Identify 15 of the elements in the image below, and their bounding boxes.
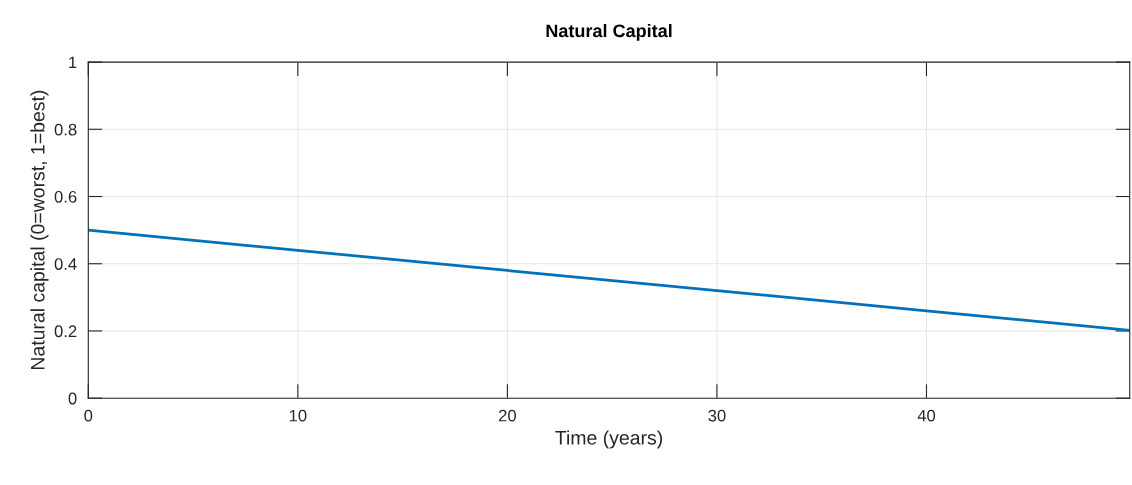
x-tick-label: 0 [84, 409, 93, 422]
x-tick-label: 20 [498, 409, 516, 422]
x-tick-label: 30 [708, 409, 726, 422]
x-tick-label: 40 [917, 409, 936, 422]
y-axis-title: Natural capital (0=worst, 1=best) [30, 90, 49, 370]
x-tick-label: 10 [289, 409, 307, 422]
y-tick-label: 0 [68, 392, 77, 405]
y-tick-label: 0.8 [54, 123, 77, 136]
line-series [88, 228, 1130, 332]
y-tick-label: 0.4 [54, 258, 77, 270]
y-tick-label: 0.6 [54, 190, 77, 203]
y-tick-label: 1 [69, 56, 77, 69]
chart-title: Natural Capital [546, 24, 672, 41]
y-tick-label: 0.2 [54, 325, 77, 338]
x-axis-title: Time (years) [555, 430, 662, 449]
